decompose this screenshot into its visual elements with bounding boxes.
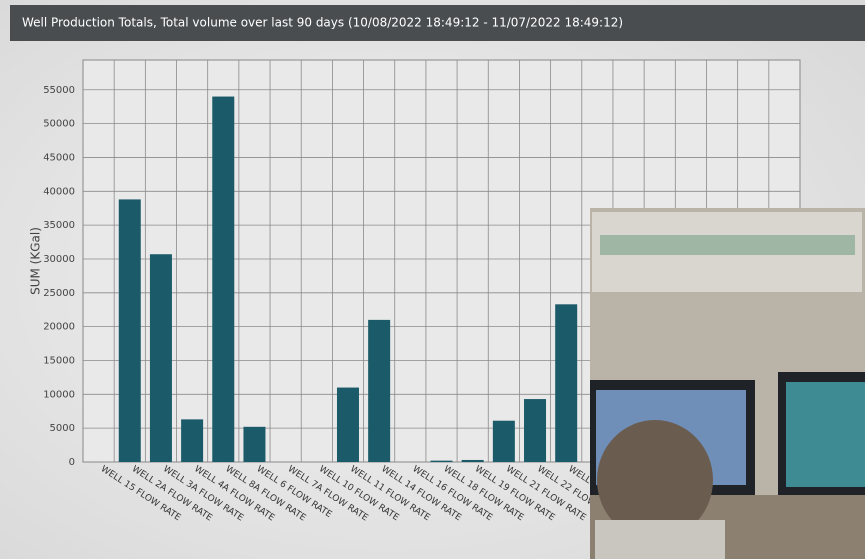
page: {"chart_data": {"type": "bar", "title": … bbox=[0, 0, 865, 559]
y-tick-label: 45000 bbox=[43, 152, 75, 163]
bar bbox=[181, 419, 203, 462]
bar bbox=[212, 97, 234, 462]
bar bbox=[431, 461, 453, 462]
y-tick-label: 25000 bbox=[43, 288, 75, 299]
bar bbox=[243, 427, 265, 462]
y-tick-label: 20000 bbox=[43, 322, 75, 333]
overlay-photo bbox=[590, 208, 865, 559]
bar bbox=[119, 199, 141, 462]
bar bbox=[462, 460, 484, 462]
y-tick-label: 0 bbox=[69, 457, 75, 468]
y-tick-label: 10000 bbox=[43, 389, 75, 400]
y-tick-label: 35000 bbox=[43, 220, 75, 231]
bar bbox=[368, 320, 390, 462]
y-tick-label: 40000 bbox=[43, 186, 75, 197]
y-tick-label: 55000 bbox=[43, 85, 75, 96]
bar bbox=[555, 304, 577, 462]
bar bbox=[150, 254, 172, 462]
photo-display-detail bbox=[600, 235, 855, 255]
bar bbox=[337, 388, 359, 462]
bar bbox=[524, 399, 546, 462]
y-tick-label: 5000 bbox=[50, 423, 75, 434]
y-tick-label: 30000 bbox=[43, 254, 75, 265]
chart-title: Well Production Totals, Total volume ove… bbox=[22, 16, 623, 30]
photo-screen bbox=[786, 382, 865, 487]
y-axis-label: SUM (KGal) bbox=[29, 227, 43, 295]
bar bbox=[493, 421, 515, 462]
y-tick-label: 50000 bbox=[43, 119, 75, 130]
photo-shirt bbox=[595, 520, 725, 559]
y-tick-label: 15000 bbox=[43, 355, 75, 366]
chart: Well Production Totals, Total volume ove… bbox=[0, 0, 865, 559]
